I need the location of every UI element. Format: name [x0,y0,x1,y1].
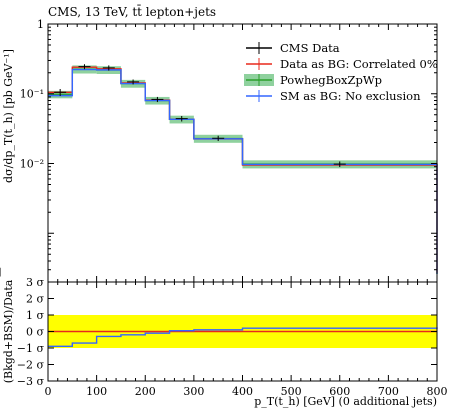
ratio-y-tick-label: −2 σ [17,359,45,372]
x-tick-label: 800 [427,385,448,398]
legend-entry-label: Data as BG: Correlated 0% [280,57,438,71]
ratio-series-layer [48,327,438,348]
ratio-y-tick-label: 0 σ [26,326,44,339]
x-tick-label: 600 [329,385,350,398]
ratio-y-tick-label: −3 σ [17,375,45,388]
x-tick-label: 100 [86,385,107,398]
main-y-axis-label: dσ/dp_T(t_h) [pb GeV⁻¹] [2,49,15,183]
x-tick-label: 500 [281,385,302,398]
main-y-tick-label: 10⁻¹ [20,88,44,101]
main-y-tick-label: 1 [37,18,44,31]
ratio-y-tick-label: −1 σ [17,342,45,355]
series-line-3 [48,68,438,275]
ratio-y-tick-label: 1 σ [26,309,44,322]
x-tick-label: 400 [232,385,253,398]
x-axis-label: p_T(t_h) [GeV] (0 additional jets) [254,395,437,408]
legend-entry-label: SM as BG: No exclusion [280,89,421,103]
chart-legend: CMS Data Data as BG: Correlated 0% PowhegB… [244,41,438,103]
chart-title: CMS, 13 TeV, tt̄ lepton+jets [48,3,216,19]
ratio-series-line-1 [48,327,438,348]
main-series-layer [0,64,438,277]
ratio-y-tick-label: 2 σ [26,293,44,306]
ratio-x-ticks: 0 100 200 300 400 500 600 700 800 [45,282,448,398]
ratio-y-tick-label: 3 σ [26,276,44,289]
ratio-y-ticks: 3 σ 2 σ 1 σ 0 σ −1 σ −2 σ −3 σ [17,276,437,388]
x-tick-label: 300 [183,385,204,398]
legend-entry-label: CMS Data [280,41,340,55]
main-y-ticks: 1 10⁻¹ 10⁻² [20,18,437,283]
x-tick-label: 200 [135,385,156,398]
legend-entry-label: PowhegBoxZpWp [280,73,382,87]
x-tick-label: 0 [45,385,52,398]
main-y-tick-label: 10⁻² [20,157,44,170]
ratio-y-axis-label: (Bkgd+BSM)/Data [2,279,15,383]
x-tick-label: 700 [378,385,399,398]
